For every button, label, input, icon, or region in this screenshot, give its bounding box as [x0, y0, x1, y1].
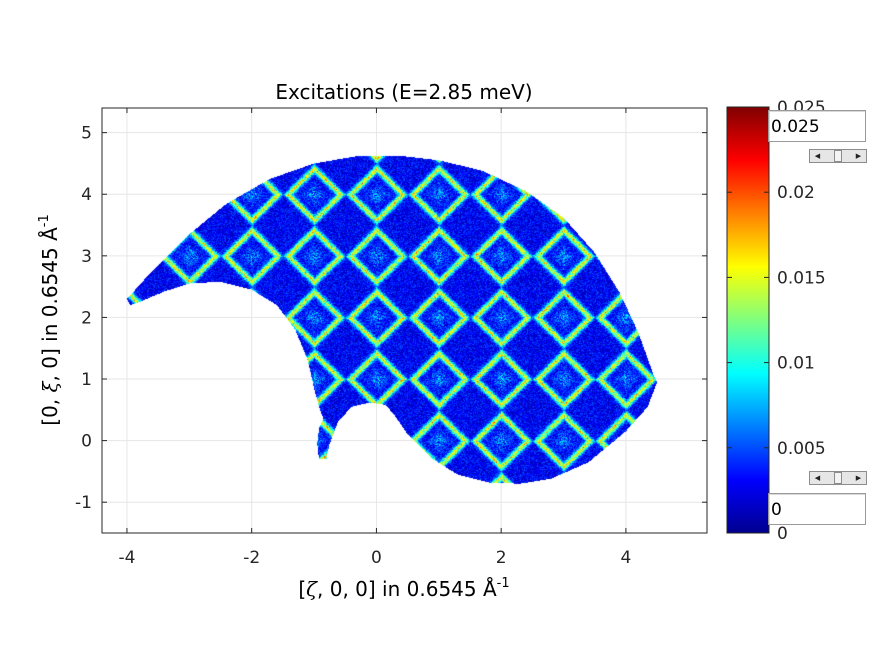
y-tick-label: 1 — [81, 370, 92, 390]
y-tick-label: 4 — [81, 185, 92, 205]
scroll-left-icon[interactable]: ◀ — [814, 152, 821, 160]
colorbar-tick-label: 0.02 — [777, 183, 815, 203]
x-tick-label: 4 — [621, 548, 632, 568]
x-axis-label: [ζ, 0, 0] in 0.6545 Å-1 — [298, 576, 509, 601]
heatmap — [102, 108, 707, 533]
y-tick-label: 3 — [81, 247, 92, 267]
scroll-right-icon[interactable]: ▶ — [855, 474, 862, 482]
x-tick-label: 0 — [371, 548, 382, 568]
max-value-scroller[interactable]: ◀ ▶ — [809, 149, 867, 163]
scroller-thumb[interactable] — [834, 150, 842, 162]
y-tick-label: 0 — [81, 432, 92, 452]
x-tick-label: -4 — [118, 548, 135, 568]
scroll-left-icon[interactable]: ◀ — [814, 474, 821, 482]
colorbar-tick-label: 0 — [777, 524, 788, 544]
chart-title: Excitations (E=2.85 meV) — [275, 80, 532, 104]
scroller-thumb[interactable] — [834, 472, 842, 484]
colorbar-tick-label: 0.01 — [777, 354, 815, 374]
x-tick-label: -2 — [243, 548, 260, 568]
y-tick-label: 5 — [81, 124, 92, 144]
plot-frame — [101, 107, 708, 534]
colorbar-frame — [726, 106, 770, 534]
max-value-input[interactable]: 0.025 — [768, 110, 866, 142]
intensity-map — [102, 108, 707, 533]
y-tick-label: 2 — [81, 308, 92, 328]
min-value-input[interactable]: 0 — [768, 493, 866, 525]
colorbar-tick-label: 0.015 — [777, 268, 826, 288]
colorbar-gradient — [727, 107, 769, 533]
x-tick-label: 2 — [496, 548, 507, 568]
scroll-right-icon[interactable]: ▶ — [855, 152, 862, 160]
min-value-scroller[interactable]: ◀ ▶ — [809, 471, 867, 485]
y-tick-label: -1 — [75, 493, 92, 513]
y-axis-label: [0, ξ, 0] in 0.6545 Å-1 — [37, 214, 62, 425]
axis-ticks: -4 -2 0 2 4 -1 0 1 2 3 4 5 — [75, 108, 707, 568]
colorbar-tick-label: 0.005 — [777, 439, 826, 459]
